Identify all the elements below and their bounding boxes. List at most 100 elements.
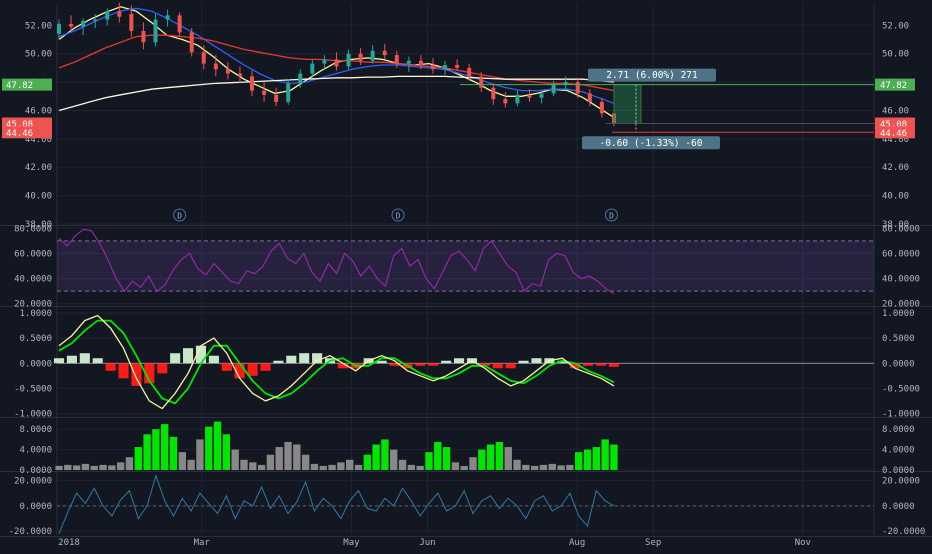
axes-layer: 2018 Mar May Jun Aug Sep Nov 52.00 52.00 50.00 50.… [2,21,925,548]
dividend-marker-label: D [396,212,401,221]
pane-price: D D D 2.71 (6.00%) 271 -0.60 (-1.33%) -60 [57,2,874,222]
candle-body [310,63,315,74]
candle-body [274,94,279,102]
volume-bar [486,444,495,470]
macd-histogram-bar [131,363,142,386]
measure-loss-label-bg [582,136,720,150]
volume-bar [390,449,398,470]
x-tick-label: Sep [645,538,661,548]
y-tick-label-left: 0.0000 [19,466,52,476]
candle-body [165,15,170,20]
moving-average-line-4 [58,75,614,112]
y-tick-label-left: 20.0000 [14,477,52,487]
y-tick-label-left: 42.00 [25,163,52,173]
candle-body [467,67,472,77]
price-label-left: 44.46 [6,129,33,139]
candle-body [418,60,423,66]
y-tick-label-right: 52.00 [882,21,909,31]
macd-histogram-bar [570,363,581,369]
macd-histogram-bar [144,363,155,384]
dividend-marker [391,208,405,222]
candle-body [262,90,267,95]
pane-momentum [57,473,874,534]
y-tick-label-right: 40.0000 [882,275,920,285]
candle-body [141,30,146,43]
price-label-right-bg [875,78,915,91]
pane-rsi [57,228,874,295]
macd-histogram-bar [79,353,90,364]
candle-body [346,53,351,67]
volume-bar [55,465,63,470]
x-tick-label: Aug [569,538,585,548]
dividend-marker [604,208,618,222]
price-label-right: 44.46 [880,129,907,139]
candle-body [527,94,532,98]
macd-histogram-bar [389,363,400,366]
price-label-left: 45.08 [6,120,33,130]
candle-body [177,15,182,33]
volume-bar [152,429,160,470]
y-tick-label-left: 1.0000 [19,309,52,319]
macd-histogram-bar [505,363,516,369]
volume-bar [478,449,486,470]
macd-histogram-bar [454,358,465,364]
volume-bar [240,459,248,470]
y-tick-label-left: 38.00 [25,220,52,230]
volume-bar [99,464,107,470]
macd-histogram-bar [208,355,219,364]
volume-bar [592,447,601,470]
price-label-right: 45.08 [880,120,907,130]
volume-bar [442,447,451,470]
candle-body [491,87,496,100]
candle-body [539,93,544,98]
macd-histogram-bar [170,353,181,364]
volume-bar [451,462,460,470]
volume-bar [319,465,327,470]
y-tick-label-left: 50.00 [25,50,52,60]
dividend-marker [173,208,187,222]
candle-body [430,65,435,70]
volume-bar [90,465,98,470]
candle-body [105,11,110,20]
macd-histogram-bar [260,363,271,371]
dividend-marker-label: D [609,212,614,221]
volume-bar [196,439,204,470]
candle-body [117,11,122,17]
volume-bar [469,457,477,470]
measure-gain-box [613,84,642,125]
macd-histogram-bar [53,358,65,364]
volume-bar [425,452,433,470]
candle-body [479,76,484,88]
y-tick-label-right: 0.5000 [882,334,915,344]
measure-gain-label: 2.71 (6.00%) 271 [606,70,698,81]
volume-bar [249,462,257,470]
candle-body [225,69,230,74]
candle-body [575,82,580,94]
macd-histogram-bar [608,363,619,367]
y-tick-label-right: 40.00 [882,192,909,202]
candle-body [587,93,592,102]
macd-histogram-bar [312,353,323,364]
y-tick-label-left: -20.0000 [9,527,52,537]
y-tick-label-right: 50.00 [882,50,909,60]
macd-histogram-bar [66,355,77,364]
volume-bar [266,454,275,470]
price-label-right: 47.82 [880,81,907,91]
y-tick-label-left: 0.5000 [19,334,52,344]
macd-histogram-bar [157,363,168,374]
volume-bar [231,449,239,470]
dividend-marker-label: D [177,212,182,221]
candle-body [334,59,339,67]
pane-volume-oscillator [55,421,618,470]
macd-histogram-bar [273,360,284,364]
candle-body [237,73,242,77]
macd-histogram-bar [286,355,297,364]
y-tick-label-right: 4.0000 [882,446,915,456]
y-tick-label-right: -0.5000 [882,384,920,394]
x-tick-label: Nov [795,538,811,548]
candle-body [286,83,291,102]
macd-line [58,314,615,410]
candle-body [551,84,556,94]
